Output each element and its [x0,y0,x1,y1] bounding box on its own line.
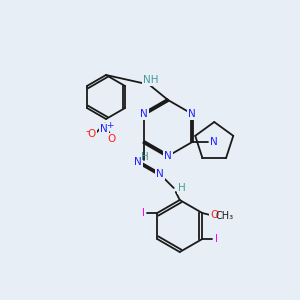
Text: O: O [88,129,96,139]
Text: CH₃: CH₃ [215,211,233,221]
Text: O: O [108,134,116,144]
Text: O: O [210,210,218,220]
Text: H: H [141,152,148,162]
Text: H: H [178,183,186,193]
Text: N: N [156,169,164,179]
Text: -: - [85,126,89,136]
Text: N: N [140,109,148,119]
Text: +: + [106,122,114,130]
Text: N: N [164,151,172,161]
Text: N: N [210,137,218,147]
Text: I: I [215,234,218,244]
Text: I: I [142,208,145,218]
Text: N: N [188,109,196,119]
Text: NH: NH [143,75,159,85]
Text: N: N [134,157,142,167]
Text: N: N [100,124,108,134]
